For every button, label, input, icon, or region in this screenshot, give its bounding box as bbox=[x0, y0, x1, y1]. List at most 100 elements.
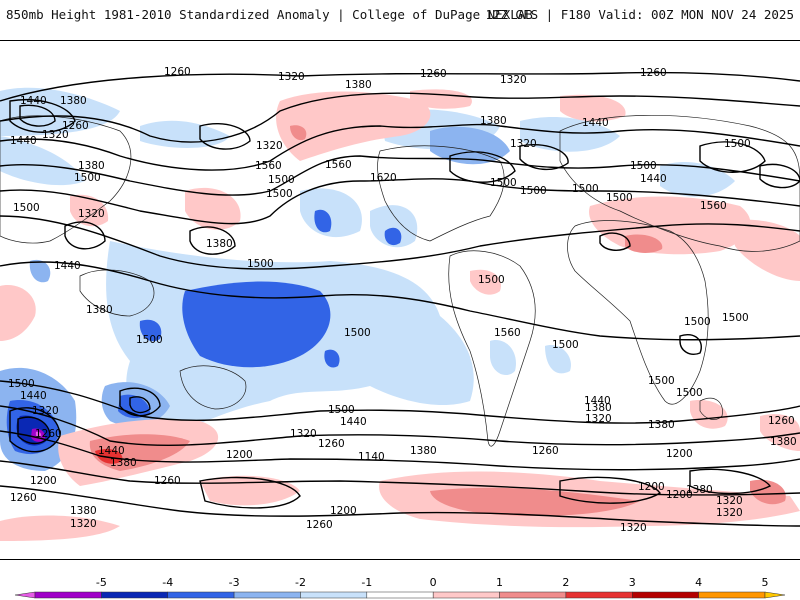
contour-label: 1500 bbox=[344, 327, 371, 339]
contour-label: 1200 bbox=[330, 505, 357, 517]
colorbar-segment bbox=[300, 591, 368, 599]
colorbar-segment bbox=[167, 591, 235, 599]
contour-label: 1560 bbox=[700, 200, 727, 212]
contour-label: 1380 bbox=[345, 79, 372, 91]
contour-label: 1500 bbox=[268, 174, 295, 186]
contour-label: 1380 bbox=[410, 445, 437, 457]
contour-label: 1440 bbox=[584, 395, 611, 407]
colorbar-tick-label: -3 bbox=[228, 576, 240, 589]
contour-labels: 1260 1320 1380 1260 1320 1260 1440 1380 … bbox=[8, 66, 797, 534]
contour-label: 1440 bbox=[54, 260, 81, 272]
contour-label: 1500 bbox=[630, 160, 657, 172]
colorbar-strip bbox=[14, 591, 786, 599]
colorbar-segment bbox=[432, 591, 500, 599]
map-panel[interactable]: 1260 1320 1380 1260 1320 1260 1440 1380 … bbox=[0, 40, 800, 560]
contour-label: 1380 bbox=[686, 484, 713, 496]
contour-label: 1260 bbox=[318, 438, 345, 450]
colorbar-segment bbox=[366, 591, 434, 599]
contour-label: 1440 bbox=[582, 117, 609, 129]
contour-label: 1260 bbox=[420, 68, 447, 80]
contour-label: 1500 bbox=[490, 177, 517, 189]
contour-label: 1320 bbox=[290, 428, 317, 440]
contour-label: 1320 bbox=[716, 507, 743, 519]
colorbar-low-arrow bbox=[14, 591, 36, 599]
colorbar-tick-label: 3 bbox=[628, 576, 636, 589]
contour-label: 1380 bbox=[60, 95, 87, 107]
model-run-info: 12Z GFS | F180 Valid: 00Z MON NOV 24 202… bbox=[485, 7, 794, 22]
contour-label: 1560 bbox=[255, 160, 282, 172]
contour-label: 1560 bbox=[494, 327, 521, 339]
colorbar-segment bbox=[34, 591, 102, 599]
colorbar-segment bbox=[565, 591, 633, 599]
contour-label: 1500 bbox=[136, 334, 163, 346]
colorbar-tick-label: 4 bbox=[695, 576, 703, 589]
contour-label: 1200 bbox=[30, 475, 57, 487]
colorbar-tick-label: -5 bbox=[95, 576, 107, 589]
contour-label: 1320 bbox=[716, 495, 743, 507]
contour-label: 1380 bbox=[86, 304, 113, 316]
contour-label: 1500 bbox=[552, 339, 579, 351]
contour-label: 1500 bbox=[328, 404, 355, 416]
anomaly-map[interactable]: 1260 1320 1380 1260 1320 1260 1440 1380 … bbox=[0, 41, 800, 559]
contour-label: 1500 bbox=[247, 258, 274, 270]
contour-label: 1500 bbox=[266, 188, 293, 200]
contour-label: 1320 bbox=[256, 140, 283, 152]
contour-label: 1320 bbox=[500, 74, 527, 86]
contour-label: 1500 bbox=[676, 387, 703, 399]
contour-label: 1320 bbox=[42, 129, 69, 141]
colorbar-tick-label: -1 bbox=[361, 576, 373, 589]
contour-label: 1500 bbox=[572, 183, 599, 195]
contour-label: 1500 bbox=[8, 378, 35, 390]
contour-label: 1260 bbox=[62, 120, 89, 132]
contour-label: 1620 bbox=[370, 172, 397, 184]
negative-anomaly-shading bbox=[0, 87, 735, 471]
contour-label: 1200 bbox=[666, 448, 693, 460]
contour-label: 1320 bbox=[585, 413, 612, 425]
contour-label: 1260 bbox=[532, 445, 559, 457]
contour-label: 1320 bbox=[78, 208, 105, 220]
contour-label: 1320 bbox=[510, 138, 537, 150]
contour-label: 1260 bbox=[768, 415, 795, 427]
contour-label: 1260 bbox=[35, 428, 62, 440]
contour-label: 1500 bbox=[684, 316, 711, 328]
colorbar-segment bbox=[499, 591, 567, 599]
contour-label: 1500 bbox=[520, 185, 547, 197]
contour-label: 1380 bbox=[648, 419, 675, 431]
contour-label: 1440 bbox=[20, 95, 47, 107]
contour-label: 1200 bbox=[666, 489, 693, 501]
contour-label: 1200 bbox=[638, 481, 665, 493]
contour-label: 1320 bbox=[278, 71, 305, 83]
colorbar-tick-label: 5 bbox=[761, 576, 769, 589]
contour-label: 1260 bbox=[164, 66, 191, 78]
colorbar-high-arrow bbox=[764, 591, 786, 599]
colorbar-segment bbox=[632, 591, 699, 599]
contour-label: 1320 bbox=[620, 522, 647, 534]
colorbar-tick-label: 2 bbox=[562, 576, 570, 589]
contour-label: 1380 bbox=[585, 402, 612, 414]
contour-label: 1440 bbox=[340, 416, 367, 428]
contour-label: 1500 bbox=[13, 202, 40, 214]
map-title: 850mb Height 1981-2010 Standardized Anom… bbox=[6, 7, 533, 22]
contour-label: 1260 bbox=[306, 519, 333, 531]
colorbar-tick-label: -2 bbox=[294, 576, 306, 589]
contour-label: 1260 bbox=[154, 475, 181, 487]
height-contours bbox=[0, 71, 800, 527]
contour-label: 1500 bbox=[722, 312, 749, 324]
colorbar-tick-label: 0 bbox=[429, 576, 437, 589]
contour-label: 1440 bbox=[640, 173, 667, 185]
colorbar-segment bbox=[101, 591, 168, 599]
colorbar-tick-label: -4 bbox=[162, 576, 174, 589]
contour-label: 1500 bbox=[74, 172, 101, 184]
contour-label: 1380 bbox=[770, 436, 797, 448]
contour-label: 1260 bbox=[640, 67, 667, 79]
contour-label: 1440 bbox=[20, 390, 47, 402]
contour-label: 1260 bbox=[10, 492, 37, 504]
contour-label: 1380 bbox=[206, 238, 233, 250]
colorbar: -5 -4 -3 -2 -1 0 1 2 3 4 5 bbox=[0, 570, 800, 600]
contour-label: 1320 bbox=[70, 518, 97, 530]
coastlines bbox=[0, 114, 800, 447]
colorbar-segment bbox=[698, 591, 766, 599]
contour-label: 1440 bbox=[10, 135, 37, 147]
contour-label: 1560 bbox=[325, 159, 352, 171]
contour-label: 1380 bbox=[78, 160, 105, 172]
